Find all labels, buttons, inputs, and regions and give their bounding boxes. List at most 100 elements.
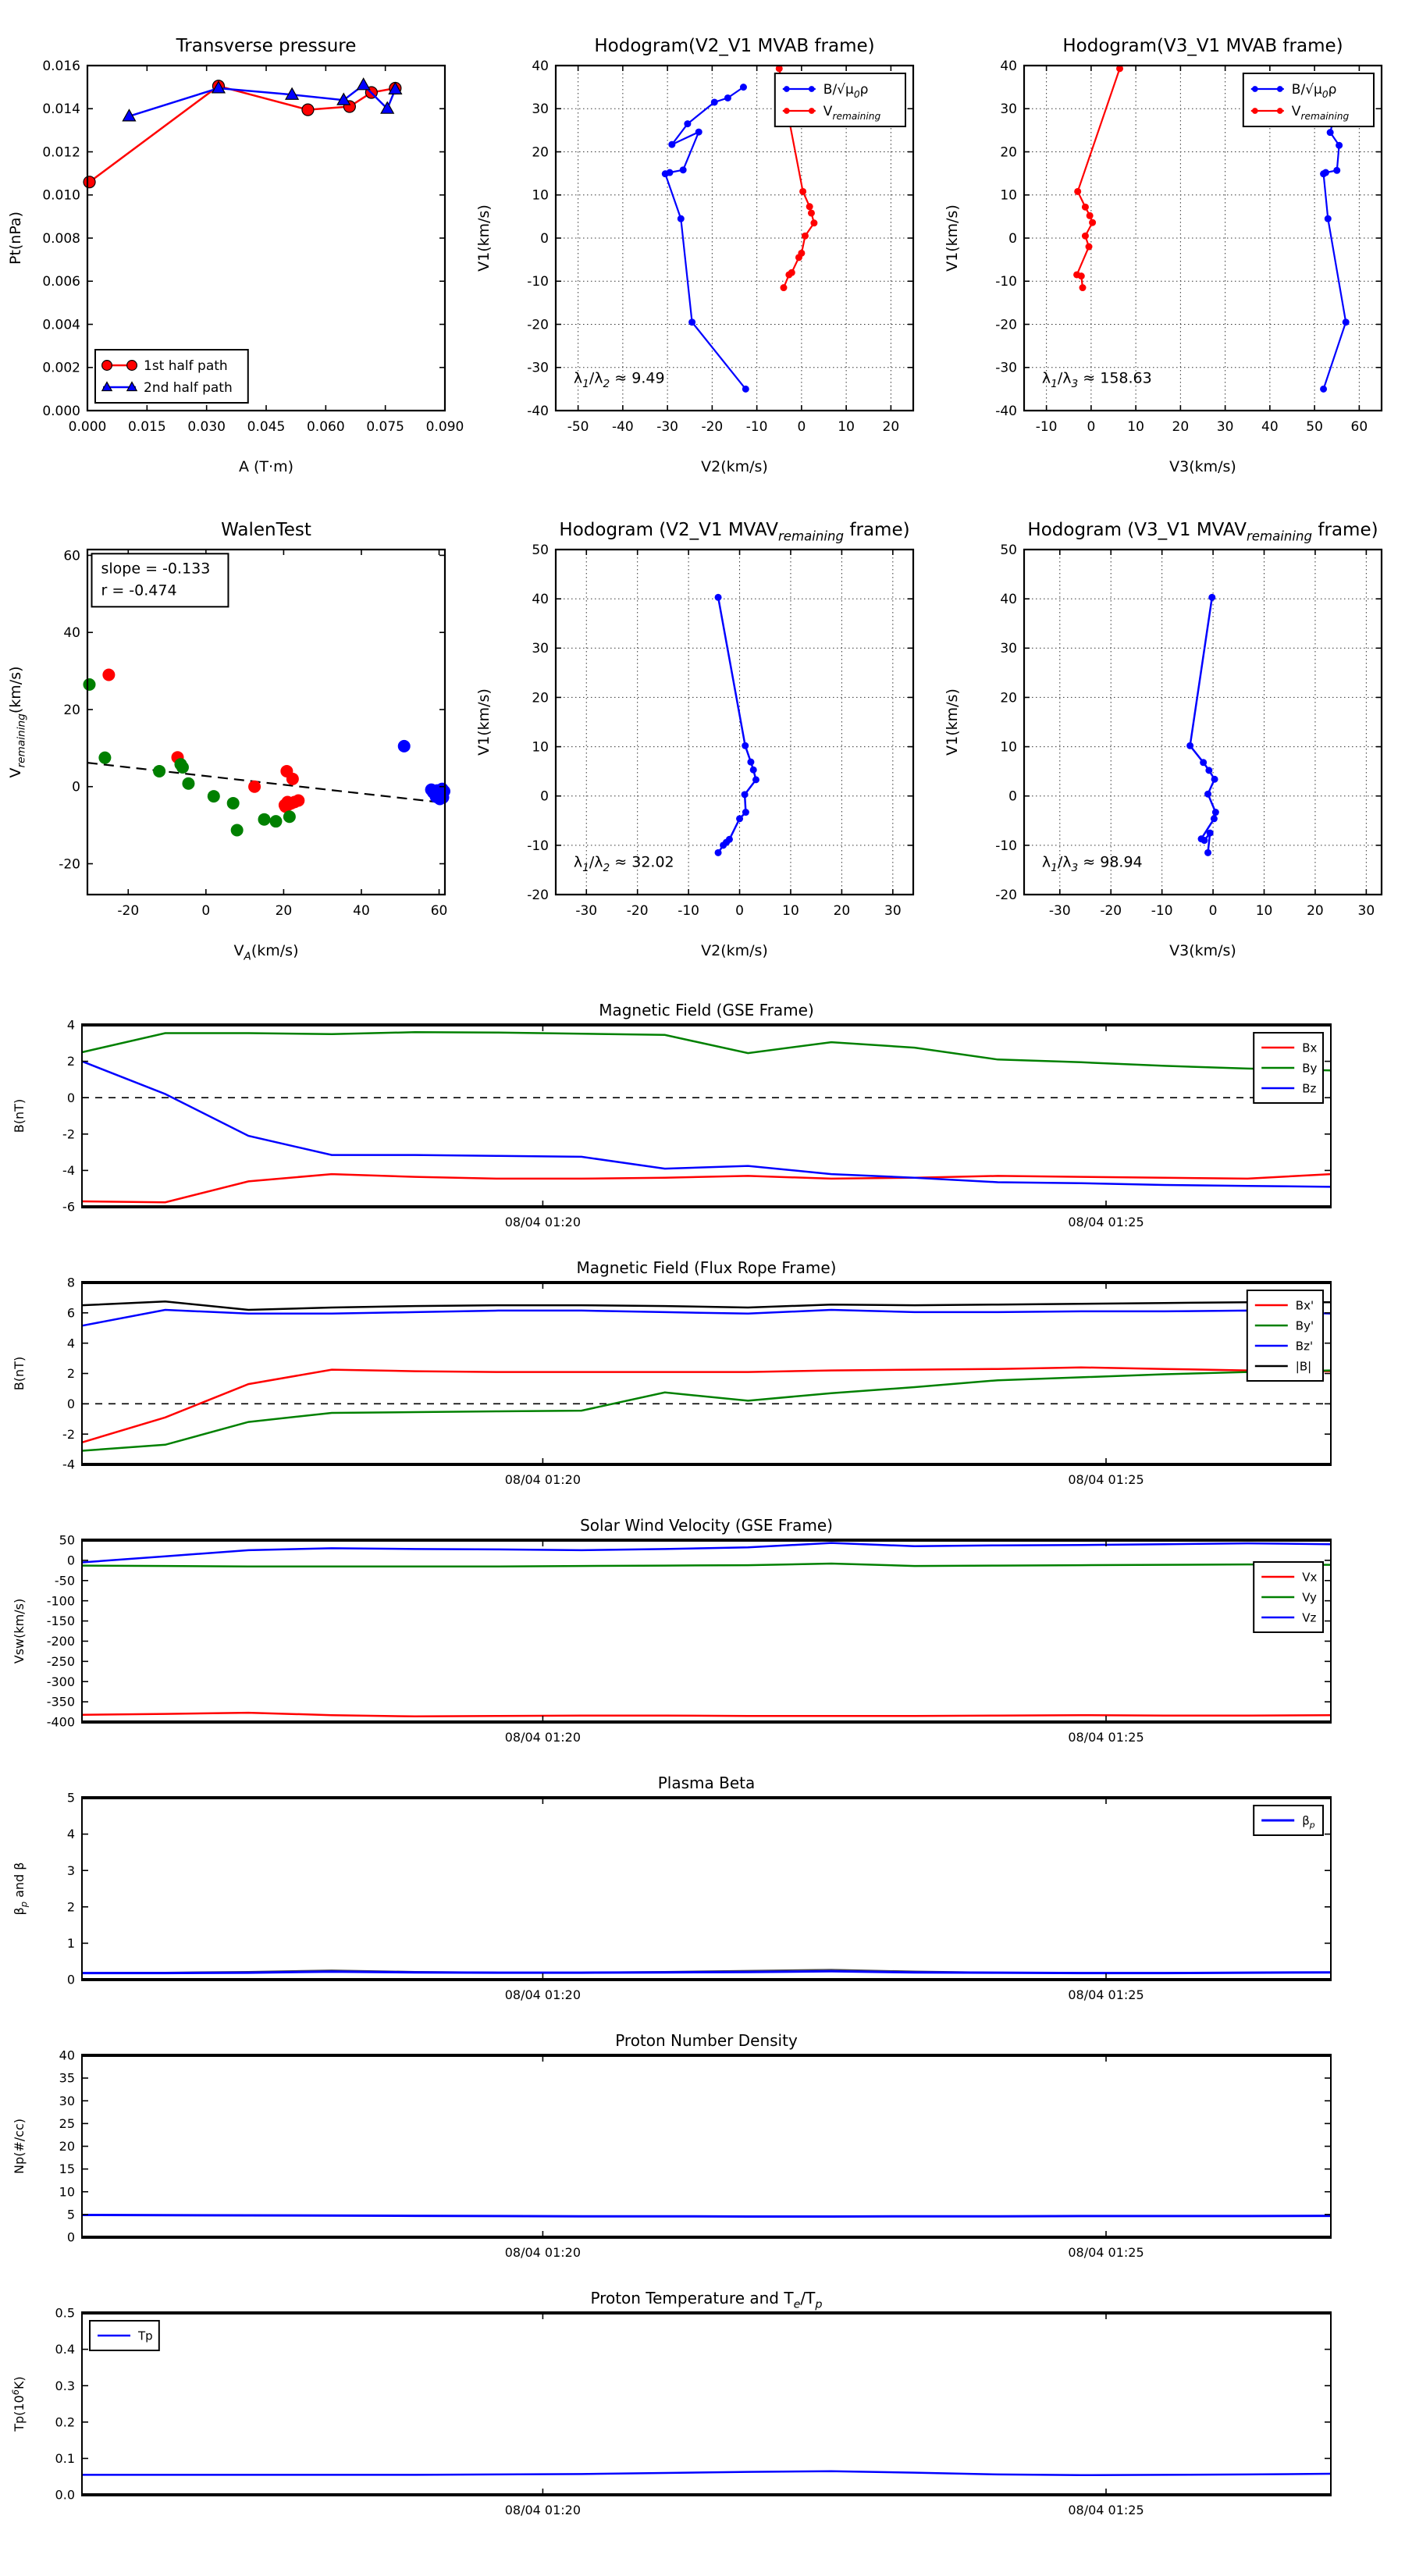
- chart-title: Proton Temperature and Te/Tp: [590, 2289, 822, 2311]
- y-tick-label: 30: [1000, 101, 1017, 117]
- x-tick-label: 0: [201, 903, 210, 919]
- series-hodogram-v2-v1-mvav-0: [717, 596, 757, 854]
- y-tick-label: 0: [67, 1553, 75, 1567]
- y-tick-label: 40: [1000, 59, 1017, 74]
- x-axis-label: V2(km/s): [701, 458, 768, 475]
- x-tick-label: 0: [1209, 903, 1218, 919]
- y-tick-label: 10: [532, 188, 549, 204]
- x-tick-label: 0: [797, 419, 806, 435]
- y-tick-label: 20: [532, 690, 549, 706]
- series-Bx: [81, 1172, 1332, 1204]
- x-tick-label: 20: [276, 903, 293, 919]
- x-tick-label: 10: [1256, 903, 1273, 919]
- x-tick-label: -30: [575, 903, 597, 919]
- annotation: λ1/λ2 ≈ 9.49: [574, 370, 665, 390]
- x-tick-label: 60: [431, 903, 448, 919]
- series-Vy: [81, 1562, 1332, 1567]
- proton-temperature-chart: 08/04 01:20 08/04 01:25 0.0 0.1 0.2 0.3 0.4 0.5…: [10, 2289, 1332, 2517]
- x-tick-label: 08/04 01:20: [505, 1987, 581, 2002]
- x-axis-label: V2(km/s): [701, 942, 768, 959]
- y-tick-label: 20: [1000, 144, 1017, 160]
- annotation: λ1/λ3 ≈ 98.94: [1042, 854, 1143, 874]
- annotation: λ1/λ2 ≈ 32.02: [574, 854, 674, 874]
- series-βp: [82, 1969, 1332, 1975]
- y-tick-label: 0: [540, 231, 549, 247]
- y-tick-label: 8: [67, 1276, 75, 1290]
- y-tick-label: -250: [47, 1654, 75, 1669]
- legend-label: Vx: [1302, 1570, 1317, 1584]
- y-tick-label: 3: [67, 1863, 75, 1878]
- y-tick-label: -50: [55, 1573, 75, 1588]
- x-tick-label: 0.060: [307, 419, 345, 435]
- y-tick-label: -4: [62, 1163, 75, 1178]
- x-tick-label: 0: [735, 903, 744, 919]
- y-tick-label: 0: [540, 789, 549, 805]
- chart-title: Hodogram(V3_V1 MVAB frame): [1062, 36, 1343, 56]
- y-axis-label: B(nT): [12, 1357, 27, 1390]
- series-Vx: [81, 1711, 1332, 1718]
- legend-label: Tp: [137, 2329, 153, 2343]
- y-tick-label: 20: [532, 144, 549, 160]
- x-tick-label: -30: [1049, 903, 1071, 919]
- y-tick-label: -30: [995, 361, 1017, 376]
- legend-label: Vy: [1302, 1590, 1317, 1604]
- y-tick-label: -200: [47, 1634, 75, 1649]
- y-tick-label: 0.010: [42, 188, 80, 204]
- x-tick-label: 20: [834, 903, 851, 919]
- y-tick-label: 4: [67, 1018, 75, 1033]
- y-tick-label: 0.2: [55, 2414, 75, 2429]
- x-tick-label: -20: [1100, 903, 1122, 919]
- chart-title: Magnetic Field (Flux Rope Frame): [577, 1258, 837, 1277]
- x-tick-label: 20: [1172, 419, 1190, 435]
- x-tick-label: 30: [1358, 903, 1375, 919]
- x-tick-label: 60: [1351, 419, 1368, 435]
- chart-title: Proton Number Density: [615, 2031, 798, 2050]
- y-axis-label: Vsw(km/s): [12, 1599, 27, 1663]
- legend-label: Bx: [1302, 1041, 1317, 1055]
- solar-wind-velocity-chart: 08/04 01:20 08/04 01:25 -400 -350 -300 -250 -2…: [12, 1516, 1332, 1745]
- annotation-box: slope = -0.133 r = -0.474: [91, 553, 229, 608]
- hodogram-v3-v1-mvab-chart: -10 0 10 20 30 40 50 60 -40 -30 -20 -10 0 10 20 30 40 Hod…: [944, 36, 1383, 475]
- legend: Bx By Bz: [1253, 1032, 1324, 1104]
- y-tick-label: -40: [995, 404, 1017, 419]
- y-tick-label: 4: [67, 1827, 75, 1841]
- legend-label: By: [1302, 1061, 1317, 1075]
- x-tick-label: -10: [746, 419, 768, 435]
- series-Bz: [81, 1060, 1332, 1188]
- y-tick-label: 0.3: [55, 2379, 75, 2393]
- y-tick-label: 30: [532, 641, 549, 656]
- x-tick-label: 08/04 01:25: [1068, 1472, 1144, 1487]
- x-axis-label: A (T·m): [239, 458, 293, 475]
- x-tick-label: 10: [838, 419, 855, 435]
- y-tick-label: -4: [62, 1457, 75, 1472]
- y-axis-label: βp and β: [12, 1862, 30, 1915]
- y-tick-label: -2: [62, 1126, 75, 1141]
- y-tick-label: 10: [1000, 188, 1017, 204]
- y-tick-label: 0.5: [55, 2306, 75, 2321]
- legend-label: By': [1296, 1318, 1314, 1332]
- legend-label: Vremaining: [823, 104, 881, 122]
- y-tick-label: -20: [527, 888, 549, 903]
- x-tick-label: -10: [1036, 419, 1058, 435]
- legend-label: |B|: [1296, 1359, 1311, 1373]
- y-tick-label: -30: [527, 361, 549, 376]
- x-tick-label: 08/04 01:20: [505, 1730, 581, 1745]
- legend-label: B/√μ0ρ: [1292, 82, 1337, 100]
- x-tick-label: 08/04 01:20: [505, 1215, 581, 1229]
- annotation: λ1/λ3 ≈ 158.63: [1042, 370, 1152, 390]
- legend: βp: [1253, 1805, 1324, 1836]
- x-tick-label: 40: [1261, 419, 1279, 435]
- legend: Vx Vy Vz: [1253, 1561, 1324, 1633]
- proton-number-density-chart: 08/04 01:20 08/04 01:25 0 5 10 15 20 25 30 35 40 Pr…: [12, 2031, 1332, 2260]
- y-axis-label: B(nT): [12, 1099, 27, 1133]
- y-tick-label: 0.016: [42, 59, 80, 74]
- y-axis-label: V1(km/s): [944, 688, 961, 756]
- series-Tp: [82, 2470, 1332, 2477]
- chart-title: Plasma Beta: [658, 1774, 756, 1792]
- x-tick-label: 30: [1217, 419, 1234, 435]
- y-tick-label: 2: [67, 1899, 75, 1914]
- x-tick-label: 20: [883, 419, 900, 435]
- annotation-line: r = -0.474: [101, 582, 176, 599]
- row-middle-panels: -20 0 20 40 60 -20 0 20 40 60 WalenTest VA(km/s) Vre…: [0, 484, 1405, 968]
- x-tick-label: 10: [782, 903, 799, 919]
